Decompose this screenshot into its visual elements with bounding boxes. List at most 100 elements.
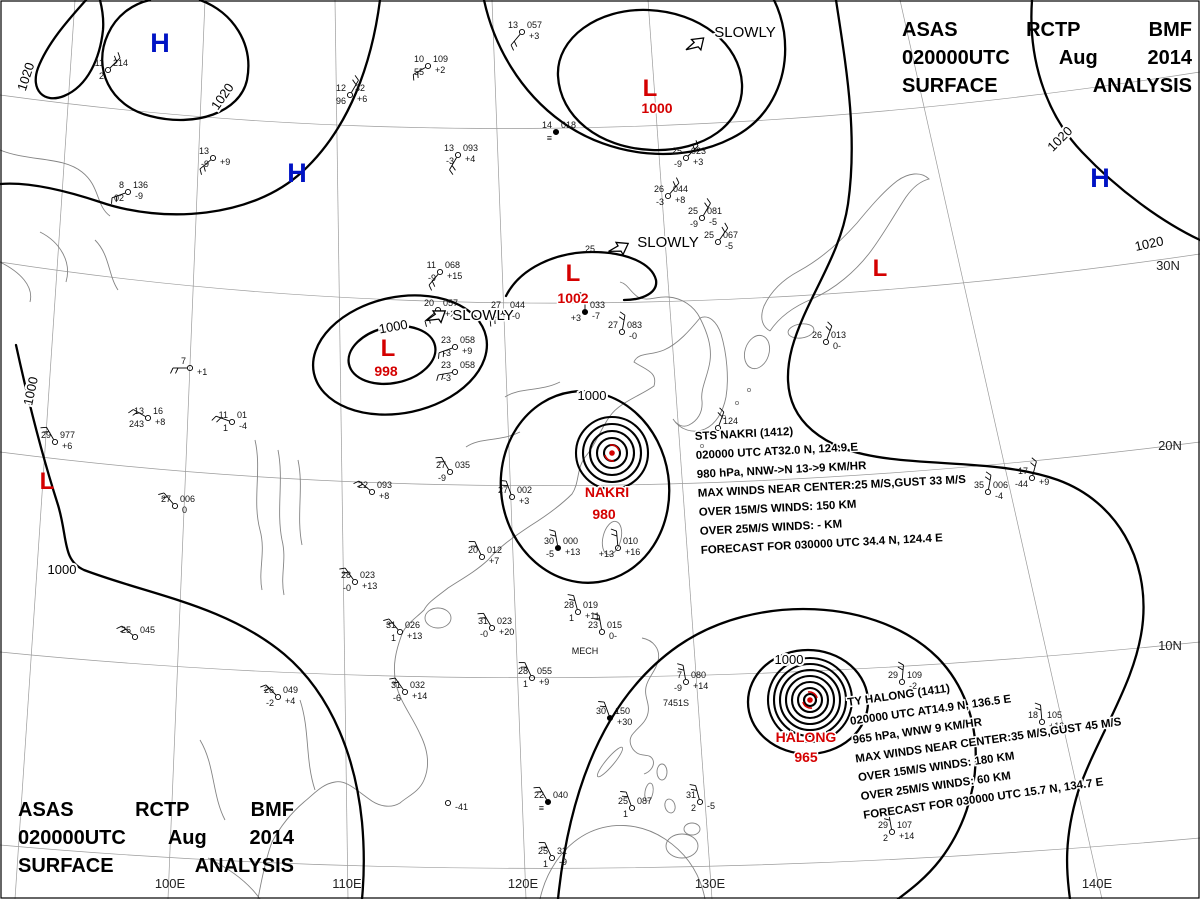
- wind-barb-shaft: [687, 145, 699, 157]
- high-marker: H: [1090, 163, 1110, 193]
- station-pressure-code: 035: [455, 460, 470, 470]
- wind-barb-tick: [489, 320, 492, 327]
- station-weather: -9: [674, 159, 682, 169]
- wind-barb-shaft: [441, 457, 449, 470]
- station-pressure-code: 012: [487, 545, 502, 555]
- station-circle: [598, 628, 606, 636]
- wind-barb-tick: [599, 705, 606, 708]
- station-tendency: 0-: [609, 631, 617, 641]
- station-pressure-code: 214: [113, 58, 128, 68]
- station-weather: 96: [336, 96, 346, 106]
- station-plot: 31 026+13 1: [383, 618, 422, 643]
- station-pressure-code: 010: [623, 536, 638, 546]
- wind-barb-tick: [451, 165, 456, 171]
- typhoon-center-dot: [609, 450, 615, 456]
- wind-barb-shaft: [901, 665, 904, 680]
- wind-barb-shaft: [483, 613, 491, 626]
- wind-barb-shaft: [1032, 461, 1037, 476]
- wind-barb-tick: [211, 415, 217, 421]
- station-temp: 27: [436, 460, 446, 470]
- station-weather: -1: [706, 429, 714, 439]
- station-pressure-code: 002: [517, 485, 532, 495]
- isobar-label: 1000: [48, 562, 77, 577]
- station-circle: [628, 804, 636, 812]
- wind-barb-tick: [985, 471, 992, 476]
- coastline-borneo: [539, 825, 706, 899]
- station-plot: 27 035 -9: [435, 456, 470, 483]
- coastline-hainan: [424, 607, 452, 629]
- station-circle: [552, 128, 560, 136]
- parallel-line: [0, 71, 1200, 129]
- wind-barb-tick: [494, 317, 496, 325]
- wind-barb-shaft: [1040, 705, 1043, 720]
- wind-barb-tick: [120, 628, 126, 633]
- wind-barb-shaft: [111, 192, 126, 199]
- station-tendency: -5: [709, 217, 717, 227]
- wind-barb-shaft: [505, 480, 512, 495]
- station-circle: [548, 854, 556, 862]
- wind-barb-shaft: [109, 57, 121, 69]
- wind-barb-tick: [672, 181, 677, 187]
- wind-barb-tick: [424, 320, 427, 327]
- wind-barb-tick: [1030, 462, 1036, 467]
- station-weather: -0: [343, 583, 351, 593]
- station-pressure-code: 006: [180, 494, 195, 504]
- wind-barb-tick: [117, 52, 121, 59]
- station-tendency: +9: [220, 157, 230, 167]
- station-temp: 12: [336, 83, 346, 93]
- storm-name-label: NAKRI: [585, 484, 629, 500]
- station-tendency: +11: [585, 611, 600, 621]
- wind-barb-tick: [132, 411, 138, 416]
- station-temp: 28: [518, 666, 528, 676]
- river-line: [199, 739, 226, 821]
- station-weather: 1: [623, 809, 628, 819]
- coastline-china-indochina: [257, 317, 701, 899]
- station-pressure-code: 01: [237, 410, 247, 420]
- station-pressure-code: 058: [460, 335, 475, 345]
- station-weather: -9: [201, 159, 209, 169]
- station-pressure-code: 093: [463, 143, 478, 153]
- cyclone-ring: [796, 686, 824, 714]
- station-circle: [554, 544, 562, 552]
- station-circle: [698, 214, 706, 222]
- station-circle: [451, 343, 459, 351]
- wind-barb-tick: [619, 311, 626, 316]
- wind-barb-tick: [116, 625, 123, 630]
- wind-barb-shaft: [121, 625, 133, 636]
- typhoon-center-dot: [807, 697, 813, 703]
- station-pressure-code: 006: [993, 480, 1008, 490]
- station-pressure-code: 023: [497, 616, 512, 626]
- station-circle: [478, 553, 486, 561]
- station-temp: 23: [441, 360, 451, 370]
- low-marker: L: [873, 255, 888, 282]
- station-pressure-code: 023: [360, 570, 375, 580]
- station-temp: 27: [498, 485, 508, 495]
- station-tendency: +4: [465, 154, 475, 164]
- low-marker: L: [381, 335, 396, 362]
- wind-barb-tick: [386, 622, 393, 625]
- station-circle: [682, 678, 690, 686]
- station-temp: 22: [534, 790, 544, 800]
- wind-barb-tick: [383, 618, 390, 621]
- station-pressure-code: 013: [831, 330, 846, 340]
- station-pressure-code: 018: [561, 120, 576, 130]
- lon-label: 130E: [695, 876, 726, 891]
- wind-barb-tick: [111, 197, 113, 204]
- storm-info-line: 020000 UTC AT32.0 N, 124.9 E: [696, 441, 859, 461]
- wind-barb-tick: [706, 198, 711, 204]
- station-circle: [1038, 718, 1046, 726]
- lat-label: 30N: [1156, 258, 1180, 273]
- station-temp: 13: [199, 146, 209, 156]
- station-circle: [451, 368, 459, 376]
- wind-barb-shaft: [394, 677, 404, 690]
- station-weather: 1: [391, 633, 396, 643]
- wind-barb-tick: [437, 461, 445, 463]
- station-tendency: 0: [182, 505, 187, 515]
- station-plot: 25 067-5: [704, 222, 738, 251]
- station-circle: [209, 154, 217, 162]
- station-tendency: +8: [675, 195, 685, 205]
- station-weather: -2: [266, 698, 274, 708]
